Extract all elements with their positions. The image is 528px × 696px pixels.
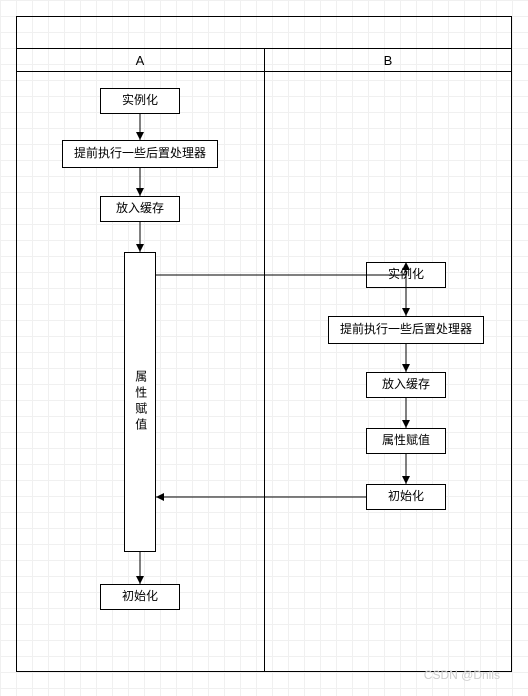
canvas: A B 实例化 提前执行一些后置处理器 放入缓存 属性赋值 初始化 实例化 提前…	[0, 0, 528, 696]
node-a-cache: 放入缓存	[100, 196, 180, 222]
column-header-a: A	[16, 48, 264, 72]
node-b-instantiate: 实例化	[366, 262, 446, 288]
node-a-preprocess: 提前执行一些后置处理器	[62, 140, 218, 168]
node-b-property-assign: 属性赋值	[366, 428, 446, 454]
node-b-cache: 放入缓存	[366, 372, 446, 398]
node-b-preprocess: 提前执行一些后置处理器	[328, 316, 484, 344]
node-b-init: 初始化	[366, 484, 446, 510]
node-a-instantiate: 实例化	[100, 88, 180, 114]
column-header-b: B	[264, 48, 512, 72]
node-a-init: 初始化	[100, 584, 180, 610]
node-a-property-assign: 属性赋值	[124, 252, 156, 552]
column-divider	[264, 48, 265, 672]
